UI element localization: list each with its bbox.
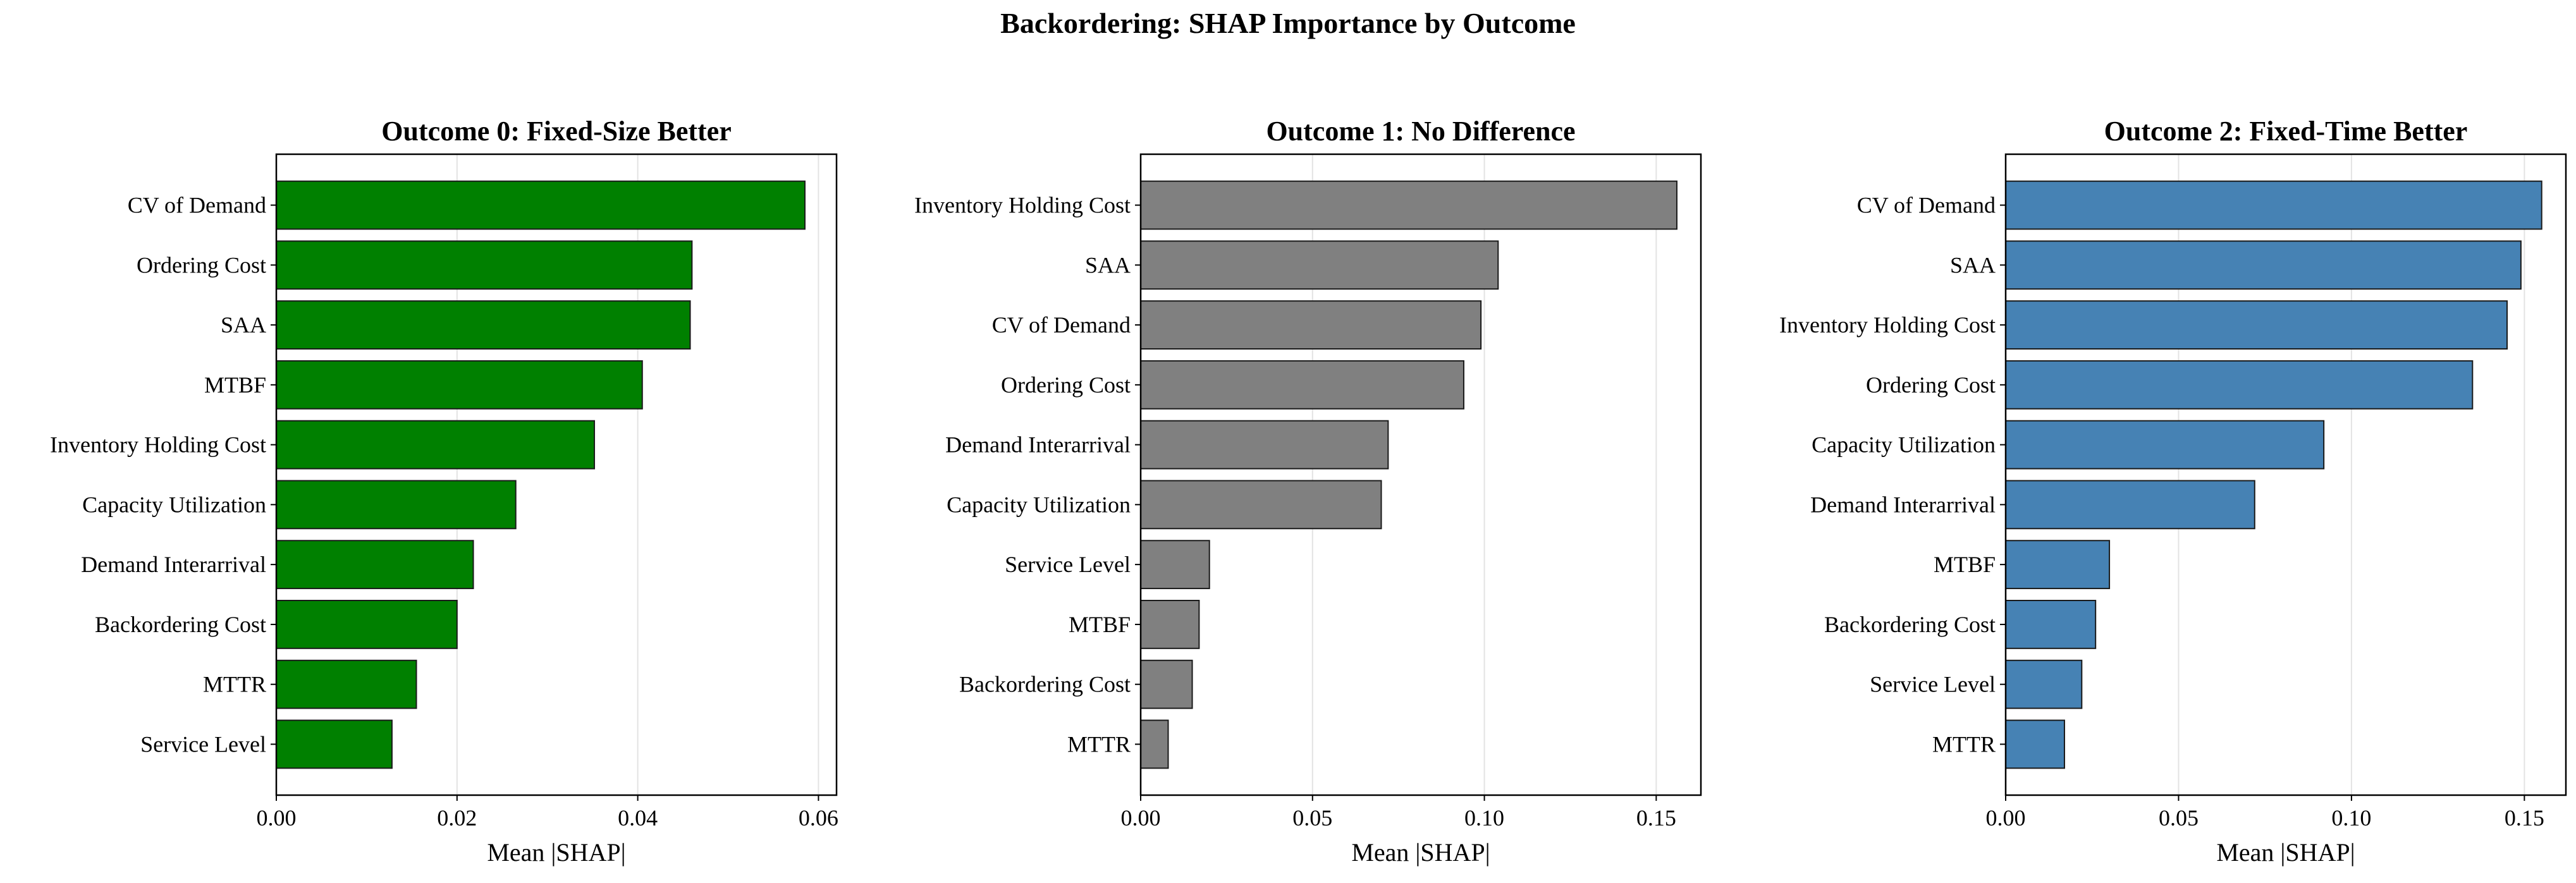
bar xyxy=(276,300,691,350)
bar xyxy=(2005,180,2542,230)
bar xyxy=(2005,600,2097,649)
category-label: Ordering Cost xyxy=(1866,372,1996,398)
bar xyxy=(1140,240,1499,290)
x-tick-label: 0.00 xyxy=(1121,805,1161,831)
category-label: Demand Interarrival xyxy=(945,432,1131,458)
x-tick-label: 0.10 xyxy=(1464,805,1504,831)
bar xyxy=(2005,719,2065,769)
bar xyxy=(276,420,596,470)
panel-title: Outcome 0: Fixed-Size Better xyxy=(381,116,731,147)
x-tick-label: 0.10 xyxy=(2331,805,2371,831)
category-label: SAA xyxy=(1950,252,1996,277)
bar xyxy=(2005,300,2508,350)
bar xyxy=(2005,360,2474,410)
category-label: Ordering Cost xyxy=(137,252,266,277)
x-tick-label: 0.06 xyxy=(799,805,838,831)
category-label: MTTR xyxy=(1067,731,1131,757)
category-label: CV of Demand xyxy=(992,312,1131,338)
bar xyxy=(276,600,458,649)
category-label: Backordering Cost xyxy=(959,672,1131,697)
plot-frame xyxy=(275,153,838,796)
bar xyxy=(276,659,417,709)
category-label: Capacity Utilization xyxy=(82,492,266,517)
category-label: SAA xyxy=(1085,252,1131,277)
category-label: Backordering Cost xyxy=(95,612,266,637)
category-label: MTBF xyxy=(204,372,266,398)
category-label: Demand Interarrival xyxy=(1810,492,1996,517)
bar xyxy=(1140,180,1677,230)
figure-title: Backordering: SHAP Importance by Outcome xyxy=(1000,7,1576,39)
bar xyxy=(2005,420,2325,470)
bar xyxy=(276,240,693,290)
bar xyxy=(276,360,643,410)
bar xyxy=(1140,719,1169,769)
chart-panel-0: CV of Demand Ordering Cost SAA MTBF Inventor… xyxy=(50,116,838,867)
x-tick-label: 0.02 xyxy=(437,805,477,831)
chart-panel-1: Inventory Holding Cost SAA CV of Demand Ord… xyxy=(914,116,1702,867)
bar xyxy=(1140,540,1210,590)
category-label: Ordering Cost xyxy=(1001,372,1131,398)
bar xyxy=(1140,360,1464,410)
bar xyxy=(2005,240,2522,290)
bar xyxy=(2005,540,2111,590)
x-axis-label: Mean |SHAP| xyxy=(2216,838,2355,867)
category-label: CV of Demand xyxy=(1857,193,1996,218)
category-label: Inventory Holding Cost xyxy=(914,193,1131,218)
bar xyxy=(2005,659,2083,709)
category-label: Backordering Cost xyxy=(1824,612,1996,637)
category-label: Service Level xyxy=(140,731,266,757)
bar xyxy=(276,480,517,530)
category-label: MTBF xyxy=(1934,552,1996,577)
category-label: MTTR xyxy=(203,672,266,697)
x-tick-label: 0.04 xyxy=(618,805,658,831)
category-label: Inventory Holding Cost xyxy=(1779,312,1996,338)
category-label: CV of Demand xyxy=(128,193,266,218)
bar xyxy=(2005,480,2255,530)
x-tick-label: 0.05 xyxy=(1292,805,1332,831)
category-label: SAA xyxy=(221,312,266,338)
bar xyxy=(1140,480,1382,530)
bar xyxy=(1140,600,1200,649)
bar xyxy=(1140,300,1482,350)
plot-frame xyxy=(1139,153,1702,796)
category-label: Service Level xyxy=(1870,672,1996,697)
bar xyxy=(276,180,806,230)
bar xyxy=(276,540,474,590)
x-tick-label: 0.05 xyxy=(2159,805,2199,831)
x-tick-label: 0.00 xyxy=(1986,805,2026,831)
panel-title: Outcome 2: Fixed-Time Better xyxy=(2104,116,2468,147)
x-tick-label: 0.00 xyxy=(257,805,297,831)
chart-panel-2: CV of Demand SAA Inventory Holding Cost Ord… xyxy=(1779,116,2567,867)
bar xyxy=(1140,659,1193,709)
category-label: Service Level xyxy=(1005,552,1131,577)
category-label: Capacity Utilization xyxy=(1812,432,1996,458)
category-label: Demand Interarrival xyxy=(81,552,266,577)
category-label: Inventory Holding Cost xyxy=(50,432,266,458)
x-axis-label: Mean |SHAP| xyxy=(1351,838,1490,867)
category-label: MTTR xyxy=(1932,731,1996,757)
x-axis-label: Mean |SHAP| xyxy=(487,838,625,867)
x-tick-label: 0.15 xyxy=(2505,805,2544,831)
x-tick-label: 0.15 xyxy=(1636,805,1676,831)
category-label: MTBF xyxy=(1069,612,1131,637)
bar xyxy=(276,719,393,769)
category-label: Capacity Utilization xyxy=(947,492,1131,517)
plot-frame xyxy=(2004,153,2567,796)
bar xyxy=(1140,420,1389,470)
panel-title: Outcome 1: No Difference xyxy=(1266,116,1575,147)
